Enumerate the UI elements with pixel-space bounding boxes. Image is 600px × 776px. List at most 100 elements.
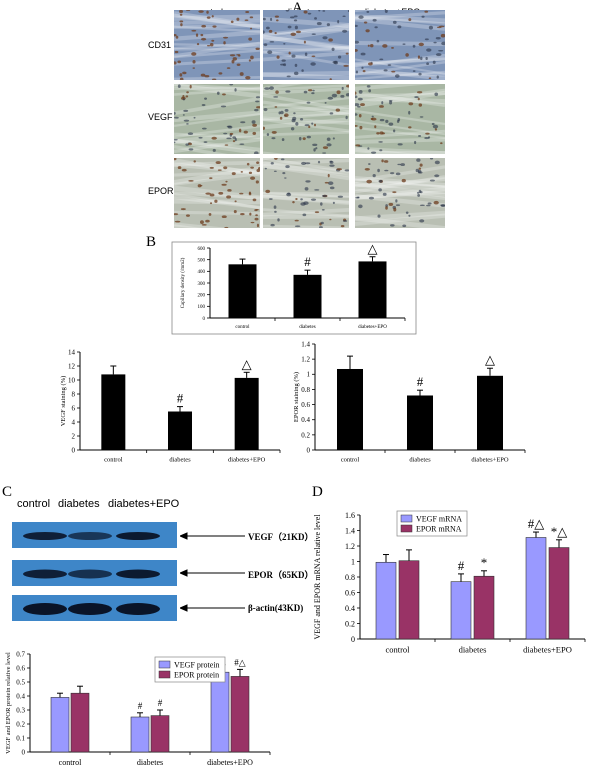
x-category-label: control <box>341 457 360 464</box>
x-category-label: diabetes <box>459 645 487 655</box>
vegf-staining-chart: 0 2 4 6 8 10 12 14 VEGF staining (%) control diabe… <box>60 348 281 464</box>
bar <box>230 676 250 753</box>
significance-marker: * <box>481 555 488 570</box>
bar <box>525 537 547 640</box>
x-category-label: diabetes <box>299 325 315 330</box>
panel-a-row-vegf: VEGF <box>148 112 173 122</box>
y-tick-label: 0 <box>203 317 206 322</box>
blot-band <box>68 532 112 540</box>
bar <box>50 697 70 753</box>
x-category-label: diabetes <box>409 457 431 464</box>
blot-band <box>68 603 112 615</box>
x-category-label: diabetes+EPO <box>358 325 387 330</box>
legend-swatch <box>400 514 413 523</box>
blot-label-vegf: VEGF（21KD） <box>248 532 314 542</box>
legend-swatch <box>158 660 171 669</box>
blot-strip-epor <box>12 560 177 586</box>
y-tick-label: 0.8 <box>345 573 355 582</box>
bar <box>358 261 387 318</box>
micrograph-cd31-2 <box>355 10 445 80</box>
epor-staining-chart: 0 0.2 0.4 0.6 0.8 1 1.2 1.4 EPOR staining (%) con… <box>293 340 526 464</box>
blot-band <box>68 569 112 579</box>
micrograph-epor-1 <box>263 158 349 228</box>
x-category-label: diabetes+EPO <box>207 758 253 767</box>
blot-arrows <box>180 532 245 612</box>
bar <box>150 715 170 753</box>
y-tick-label: 500 <box>198 258 206 263</box>
mrna-level-chart: 0 0.2 0.4 0.6 0.8 1 1.2 1.4 1.6 VEGF and EPOR mRN… <box>313 510 586 655</box>
bar <box>407 395 433 450</box>
y-tick-label: 1.6 <box>345 511 355 520</box>
panel-a-row-cd31: CD31 <box>148 40 172 50</box>
y-tick-label: 10 <box>68 376 76 384</box>
significance-marker: *△ <box>551 524 568 539</box>
y-axis-label: EPOR staining (%) <box>293 372 300 422</box>
blot-band <box>23 569 67 579</box>
blot-strip-actin <box>12 595 177 621</box>
y-tick-label: 2 <box>72 432 76 440</box>
y-tick-label: 1.4 <box>301 340 310 348</box>
blot-col-diabetes: diabetes <box>58 498 100 510</box>
significance-marker: # <box>304 254 311 269</box>
significance-marker: # <box>177 391 184 406</box>
significance-marker: #△ <box>234 657 246 667</box>
blot-col-epo: diabetes+EPO <box>108 498 180 510</box>
bar <box>210 671 230 753</box>
y-tick-label: 0 <box>351 635 355 644</box>
y-tick-label: 300 <box>198 282 206 287</box>
significance-marker: # <box>158 698 163 708</box>
x-category-label: diabetes+EPO <box>228 457 266 464</box>
bar <box>375 561 397 640</box>
y-tick-label: 0.4 <box>345 604 355 613</box>
x-category-label: diabetes <box>169 457 191 464</box>
x-category-label: control <box>59 758 82 767</box>
y-tick-label: 6 <box>72 404 76 412</box>
blot-label-epor: EPOR（65KD） <box>248 570 314 580</box>
legend-entry: EPOR protein <box>174 671 219 680</box>
y-tick-label: 0.4 <box>16 692 25 700</box>
y-tick-label: 0.2 <box>301 431 310 439</box>
y-tick-label: 100 <box>198 305 206 310</box>
blot-band <box>116 603 160 615</box>
x-category-label: diabetes+EPO <box>523 645 572 655</box>
y-tick-label: 400 <box>198 270 206 275</box>
y-tick-label: 0.5 <box>16 678 25 686</box>
y-tick-label: 1.2 <box>345 542 355 551</box>
micrograph-vegf-0 <box>174 84 260 154</box>
y-tick-label: 0.6 <box>345 588 355 597</box>
blot-strip-vegf <box>12 522 177 548</box>
blot-band <box>116 569 160 579</box>
panel-d-letter: D <box>312 484 323 500</box>
bar <box>70 692 90 753</box>
y-tick-label: 1.4 <box>345 526 355 535</box>
blot-band <box>116 532 160 540</box>
micrograph-epor-2 <box>355 158 445 228</box>
y-tick-label: 0.7 <box>16 650 25 658</box>
y-tick-label: 12 <box>68 362 76 370</box>
bar <box>337 368 363 450</box>
x-category-label: control <box>235 325 250 330</box>
micrograph-vegf-1 <box>263 84 349 154</box>
y-tick-label: 0 <box>22 748 26 756</box>
legend-entry: EPOR mRNA <box>416 525 462 534</box>
panel-b-letter: B <box>146 234 157 250</box>
y-tick-label: 1 <box>307 371 311 379</box>
y-axis-label: VEGF and EPOR mRNA relative level <box>313 514 322 640</box>
bar <box>473 575 495 640</box>
panel-c-letter: C <box>2 484 13 500</box>
y-tick-label: 0.4 <box>301 416 310 424</box>
y-tick-label: 0.3 <box>16 706 25 714</box>
blot-band <box>23 603 67 615</box>
bar <box>398 560 420 640</box>
y-tick-label: 0.6 <box>301 401 310 409</box>
y-tick-label: 0.2 <box>345 619 355 628</box>
bar <box>101 374 126 450</box>
y-tick-label: 200 <box>198 293 206 298</box>
bar <box>293 274 322 318</box>
y-tick-label: 4 <box>72 418 76 426</box>
significance-marker: # <box>458 558 465 573</box>
x-category-label: diabetes <box>137 758 163 767</box>
significance-marker: # <box>138 701 143 711</box>
bar <box>234 377 259 450</box>
blot-label-actin: β-actin(43KD) <box>248 603 304 613</box>
